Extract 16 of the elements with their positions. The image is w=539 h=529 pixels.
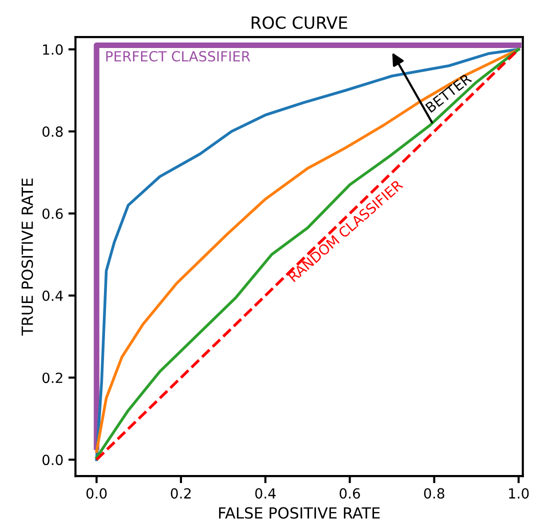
x-tick-label: 0.6 (340, 488, 360, 499)
x-tick-label: 0.8 (424, 488, 444, 499)
y-tick-label: 0.2 (42, 372, 62, 384)
y-tick-label: 1.0 (43, 44, 63, 55)
y-tick-label: 0.6 (42, 208, 63, 219)
y-tick-label: 0.0 (42, 454, 63, 466)
x-tick-label: 1.0 (509, 488, 529, 499)
x-tick-label: 0.0 (86, 488, 107, 499)
x-tick-label: 0.2 (170, 488, 191, 499)
x-axis-title: FALSE POSITIVE RATE (219, 507, 380, 519)
y-axis-title: TRUE POSITIVE RATE (21, 178, 34, 336)
y-tick-label: 0.8 (42, 126, 63, 137)
y-tick-label: 0.4 (42, 290, 63, 302)
x-tick-label: 0.4 (255, 488, 276, 499)
chart-title: ROC CURVE (252, 16, 348, 29)
series-label: PERFECT CLASSIFIER (106, 51, 250, 62)
